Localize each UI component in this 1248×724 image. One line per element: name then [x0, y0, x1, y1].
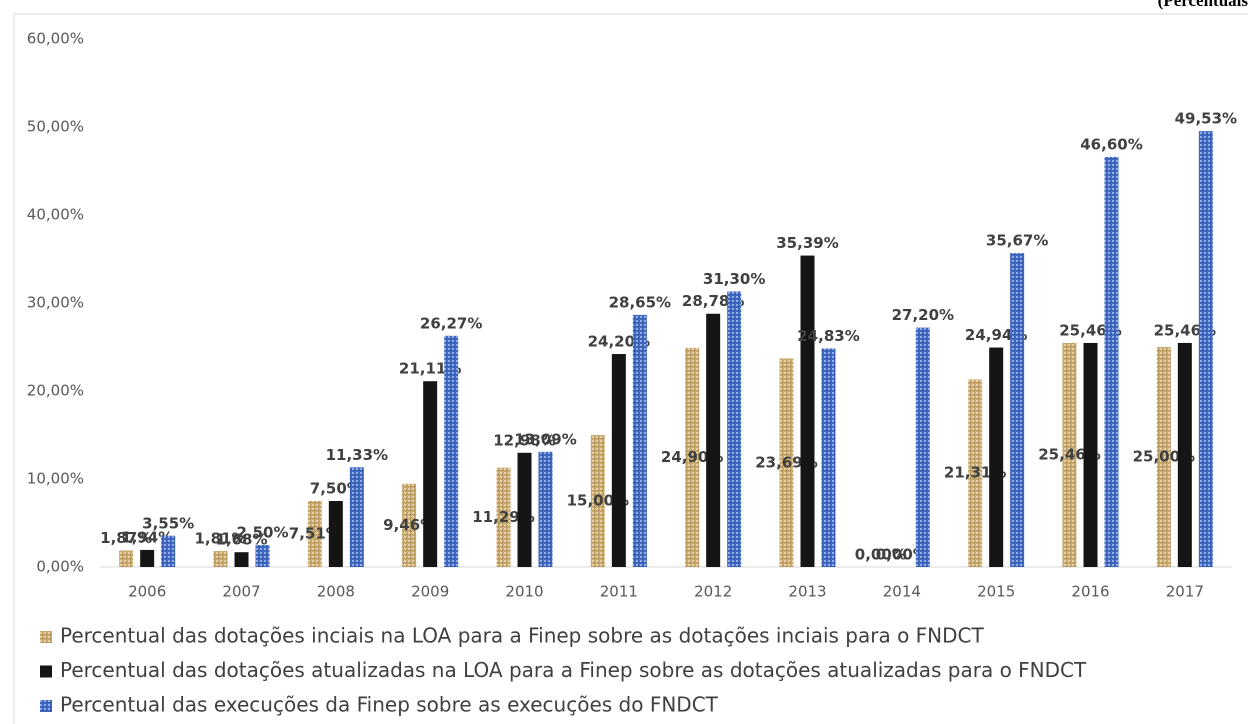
value-label: 7,50% — [310, 480, 362, 498]
bar — [968, 379, 983, 567]
value-label: 1,81% — [194, 530, 246, 548]
bar — [800, 255, 815, 567]
bar — [234, 552, 249, 567]
x-tick-label: 2016 — [1071, 583, 1109, 601]
bar — [1177, 342, 1192, 567]
chart-frame — [13, 13, 1248, 724]
value-label: 12,98% — [493, 431, 555, 449]
value-label: 13,09% — [514, 430, 576, 448]
bar — [590, 435, 605, 567]
bar — [706, 313, 721, 567]
y-tick-label: 60,00% — [27, 30, 84, 48]
value-label: 0,00% — [876, 546, 928, 564]
x-tick-label: 2010 — [505, 583, 543, 601]
bar — [915, 327, 930, 567]
bar — [1010, 253, 1025, 567]
x-tick-label: 2008 — [317, 583, 355, 601]
legend-swatch — [40, 700, 52, 712]
value-label: 11,33% — [326, 446, 388, 464]
legend-label: Percentual das execuções da Finep sobre … — [60, 693, 719, 717]
x-tick-label: 2011 — [600, 583, 638, 601]
value-label: 31,30% — [703, 270, 765, 288]
bar — [517, 452, 532, 567]
bar — [307, 500, 322, 567]
bar — [349, 467, 364, 567]
value-label: 46,60% — [1080, 135, 1142, 153]
y-tick-label: 20,00% — [27, 382, 84, 400]
value-label: 49,53% — [1175, 110, 1237, 128]
bar — [821, 348, 836, 567]
bar — [402, 483, 417, 567]
bar — [328, 501, 343, 567]
value-label: 3,55% — [142, 514, 194, 532]
bar — [1062, 342, 1077, 567]
bar — [611, 354, 626, 567]
bar — [632, 314, 647, 567]
value-label: 7,51% — [289, 524, 341, 542]
value-label: 28,65% — [609, 293, 671, 311]
legend-swatch — [40, 665, 52, 678]
y-tick-label: 30,00% — [27, 294, 84, 312]
value-label: 26,27% — [420, 314, 482, 332]
value-label: 24,83% — [797, 327, 859, 345]
x-tick-label: 2007 — [222, 583, 260, 601]
bar — [255, 545, 270, 567]
bar — [1198, 131, 1213, 568]
value-label: 2,50% — [236, 524, 288, 542]
bar — [213, 551, 228, 567]
annotation: (Percentuais — [1158, 0, 1248, 10]
bar — [423, 381, 438, 567]
x-tick-label: 2009 — [411, 583, 449, 601]
value-label: 35,39% — [776, 234, 838, 252]
x-tick-label: 2017 — [1166, 583, 1204, 601]
x-tick-label: 2012 — [694, 583, 732, 601]
value-label: 1,68% — [215, 531, 267, 549]
value-label: 35,67% — [986, 232, 1048, 250]
bar — [496, 467, 511, 567]
x-tick-label: 2014 — [883, 583, 921, 601]
bar — [119, 550, 134, 567]
bar — [444, 335, 459, 567]
legend-label: Percentual das dotações atualizadas na L… — [60, 658, 1087, 682]
bar — [1083, 342, 1098, 567]
bar — [140, 549, 155, 567]
value-label: 0,00% — [855, 546, 907, 564]
x-tick-label: 2015 — [977, 583, 1015, 601]
bar — [727, 291, 742, 567]
value-label: 27,20% — [892, 306, 954, 324]
bar — [1156, 347, 1171, 567]
bar — [1104, 156, 1119, 568]
bar — [779, 358, 794, 567]
bar — [161, 535, 176, 567]
bar — [538, 451, 553, 567]
x-tick-label: 2006 — [128, 583, 166, 601]
bar — [989, 347, 1004, 567]
y-tick-label: 40,00% — [27, 206, 84, 224]
value-label: 9,46% — [383, 516, 435, 534]
y-tick-label: 10,00% — [27, 470, 84, 488]
legend-swatch — [40, 631, 52, 643]
x-tick-label: 2013 — [788, 583, 826, 601]
value-label: 1,87% — [100, 529, 152, 547]
value-label: 1,94% — [121, 528, 173, 546]
y-tick-label: 50,00% — [27, 118, 84, 136]
legend-label: Percentual das dotações inciais na LOA p… — [60, 624, 984, 648]
y-tick-label: 0,00% — [36, 558, 84, 576]
bar — [685, 347, 700, 567]
